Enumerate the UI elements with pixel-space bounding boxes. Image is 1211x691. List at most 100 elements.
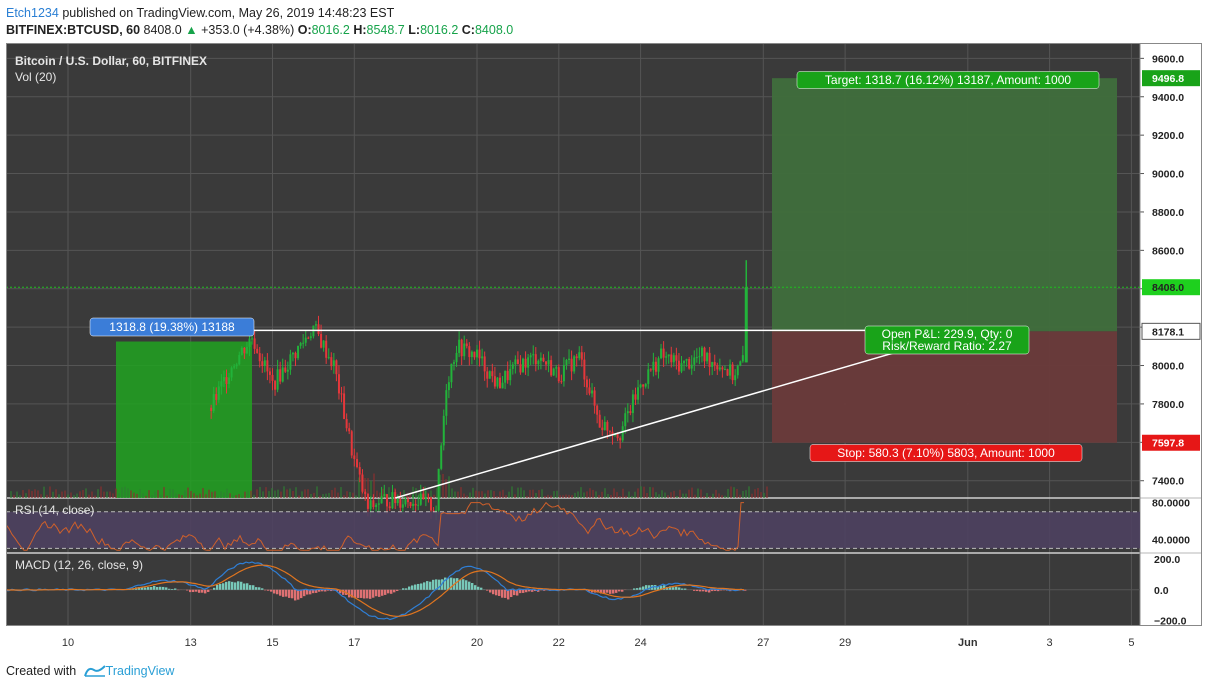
candle-body: [532, 354, 535, 356]
measure-label: 1318.8 (19.38%) 13188: [89, 317, 255, 337]
macd-hist-bar: [435, 579, 438, 590]
macd-hist-bar: [168, 588, 171, 590]
volume-bar: [553, 491, 555, 498]
candle-body: [573, 356, 576, 372]
candle-body: [274, 380, 277, 390]
macd-hist-bar: [744, 589, 747, 591]
volume-bar: [373, 473, 375, 498]
candle-body: [713, 362, 716, 366]
time-axis-background: [6, 625, 1140, 655]
macd-hist-bar: [699, 589, 702, 592]
volume-bar: [499, 491, 501, 498]
candle-body: [251, 338, 254, 340]
volume-bar: [625, 495, 627, 498]
rsi-tick-label: 40.0000: [1152, 534, 1190, 546]
candle-body: [345, 418, 348, 429]
volume-bar: [367, 478, 369, 498]
volume-bar: [757, 488, 759, 498]
macd-hist-bar: [372, 589, 375, 598]
tradingview-brand-link[interactable]: TradingView: [105, 664, 175, 678]
volume-bar: [352, 492, 354, 498]
author-link[interactable]: Etch1234: [6, 6, 59, 20]
volume-bar: [244, 491, 246, 498]
macd-hist-bar: [336, 589, 339, 592]
macd-hist-bar: [213, 587, 216, 590]
volume-bar: [337, 492, 339, 498]
volume-bar: [280, 491, 282, 498]
macd-hist-bar: [267, 589, 270, 591]
x-tick-label: 10: [62, 637, 74, 649]
volume-bar: [190, 491, 192, 498]
volume-bar: [655, 492, 657, 498]
macd-hist-bar: [342, 589, 345, 595]
candle-body: [424, 497, 427, 500]
candle-body: [401, 504, 404, 508]
volume-bar: [100, 486, 102, 498]
macd-hist-bar: [528, 589, 531, 592]
macd-hist-bar: [312, 589, 315, 594]
volume-bar: [436, 487, 438, 498]
volume-bar: [607, 493, 609, 498]
pnl-label-box: [864, 325, 1030, 355]
candle-body: [414, 503, 417, 506]
candle-body: [534, 354, 537, 365]
candle-body: [621, 426, 624, 441]
candle-body: [637, 387, 640, 400]
candle-body: [634, 394, 637, 400]
volume-bar: [541, 489, 543, 498]
volume-bar: [664, 492, 666, 498]
candle-body: [317, 324, 320, 335]
volume-bar: [247, 490, 249, 498]
candle-body: [337, 374, 340, 394]
macd-hist-bar: [405, 588, 408, 590]
candle-body: [639, 384, 642, 388]
candle-body: [552, 368, 555, 376]
candle-body: [565, 359, 568, 366]
volume-bar: [646, 492, 648, 498]
macd-hist-bar: [264, 589, 267, 591]
macd-hist-bar: [243, 583, 246, 590]
candle-body: [261, 361, 264, 367]
measure-label-text: 1318.8 (19.38%) 13188: [109, 320, 235, 334]
volume-bar: [529, 489, 531, 498]
candle-body: [332, 360, 335, 367]
volume-bar: [721, 495, 723, 498]
volume-bar: [172, 489, 174, 498]
candle-body: [220, 381, 223, 387]
macd-hist-bar: [351, 589, 354, 598]
volume-bar: [547, 494, 549, 498]
candle-body: [739, 361, 742, 366]
macd-hist-bar: [423, 582, 426, 590]
volume-bar: [739, 494, 741, 498]
candle-body: [562, 365, 565, 382]
candle-body: [703, 347, 706, 362]
volume-bar: [364, 477, 366, 498]
trading-chart[interactable]: 101315172022242729Jun357400.07600.07800.…: [6, 43, 1202, 655]
stop-label: Stop: 580.3 (7.10%) 5803, Amount: 1000: [809, 444, 1083, 462]
macd-hist-bar: [459, 579, 462, 590]
macd-hist-bar: [411, 585, 414, 590]
volume-bar: [58, 494, 60, 498]
volume-bar: [652, 487, 654, 498]
volume-bar: [154, 491, 156, 498]
volume-bar: [634, 491, 636, 498]
candle-body: [235, 364, 238, 367]
volume-bar: [46, 494, 48, 498]
stop-label-text: Stop: 580.3 (7.10%) 5803, Amount: 1000: [837, 446, 1055, 460]
candle-body: [496, 377, 499, 387]
macd-hist-bar: [663, 585, 666, 590]
candle-body: [335, 360, 338, 375]
volume-bar: [202, 488, 204, 498]
volume-bar: [691, 487, 693, 498]
volume-bar: [586, 491, 588, 498]
volume-bar: [457, 491, 459, 498]
macd-hist-bar: [495, 589, 498, 596]
macd-hist-bar: [420, 583, 423, 590]
volume-bar: [406, 493, 408, 498]
macd-hist-bar: [618, 589, 621, 592]
created-with-text: Created with: [6, 664, 77, 678]
macd-hist-bar: [525, 589, 528, 593]
macd-hist-bar: [291, 589, 294, 599]
macd-hist-bar: [285, 589, 288, 597]
